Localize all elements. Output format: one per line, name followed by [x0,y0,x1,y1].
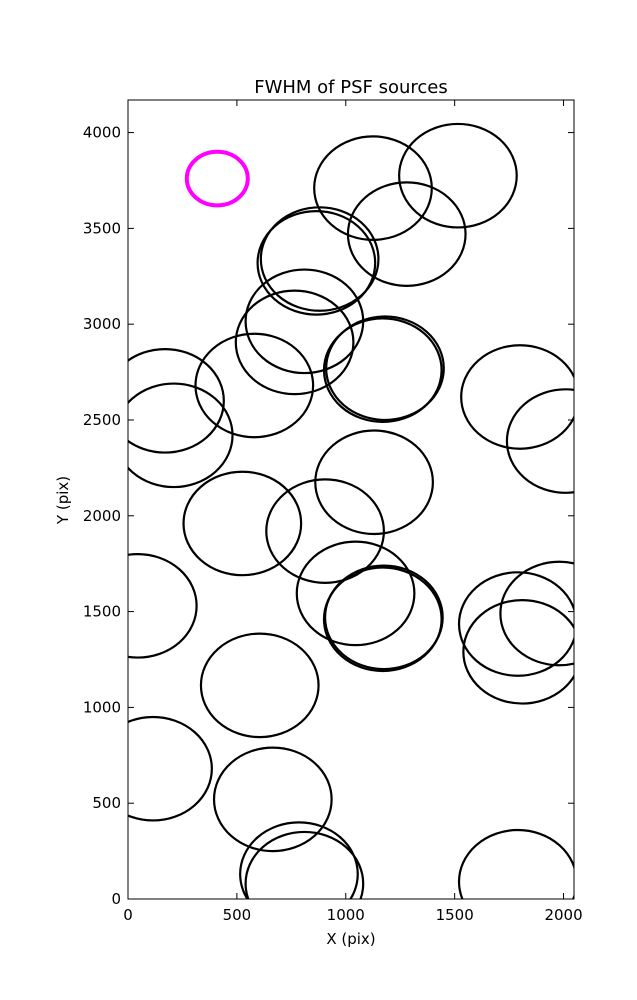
source-circle [128,553,198,659]
chart-title: FWHM of PSF sources [254,77,448,98]
source-circle [325,315,445,422]
source-circle [460,344,574,450]
x-tick-label: 500 [223,906,252,924]
y-tick-label: 1500 [83,603,121,621]
source-circle [322,566,443,673]
source-circles [128,122,574,899]
y-tick-label: 2000 [83,507,121,525]
x-tick-label: 2000 [544,906,582,924]
y-tick-label: 3000 [83,315,121,333]
source-circle [462,599,574,705]
source-circle [322,317,443,423]
source-circle [314,429,434,536]
source-circle [182,470,303,577]
source-circle [398,122,518,229]
source-circle [505,388,574,494]
reference-circle [184,149,250,208]
source-circle [346,181,467,287]
source-circle [457,828,574,899]
y-tick-label: 500 [92,794,121,812]
x-tick-label: 1500 [436,906,474,924]
source-circle [199,632,320,739]
x-axis-label: X (pix) [326,930,375,948]
source-circle [128,382,234,489]
y-tick-label: 0 [111,890,121,908]
plot-frame [127,99,575,900]
source-circle [244,830,365,899]
y-tick-label: 1000 [83,698,121,716]
plot-area [128,100,574,899]
source-circle [239,821,359,899]
x-tick-label: 0 [123,906,133,924]
source-circle [194,332,315,439]
source-circle [234,289,355,396]
x-tick-label: 1000 [327,906,365,924]
y-tick-label: 2500 [83,411,121,429]
source-circle [295,540,416,647]
source-circle [457,571,574,677]
y-tick-label: 3500 [83,219,121,237]
source-circle [256,210,377,316]
source-circle [499,560,574,667]
y-axis-label: Y (pix) [54,476,72,525]
y-tick-label: 4000 [83,124,121,142]
source-circle [259,206,380,312]
axis-ticks: 0 500 1000 1500 2000 0 500 1000 1500 2000 2500 3000… [83,100,583,924]
source-circle [212,746,333,853]
source-circle [128,715,213,822]
source-circle [128,348,225,454]
source-circle [265,478,385,584]
